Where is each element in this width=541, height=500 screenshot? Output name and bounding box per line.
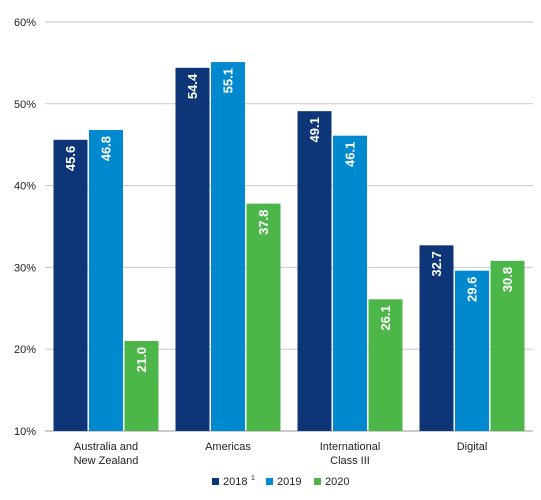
bar-value-label: 49.1 <box>307 117 322 142</box>
bar-value-label: 30.8 <box>500 267 515 292</box>
bar <box>89 129 123 431</box>
legend-superscript: 1 <box>251 475 255 482</box>
legend-swatch <box>266 478 273 485</box>
x-category-label: Digital <box>457 441 488 453</box>
bar <box>333 135 367 431</box>
bar <box>211 62 245 431</box>
legend-label: 2019 <box>277 476 301 488</box>
legend-swatch <box>314 478 321 485</box>
bars <box>53 62 525 432</box>
bar-value-label: 32.7 <box>429 251 444 276</box>
y-tick-label: 40% <box>14 181 36 193</box>
bar <box>297 111 332 432</box>
bar-value-label: 55.1 <box>221 68 236 93</box>
x-category-label: Americas <box>205 441 251 453</box>
legend-label: 2018 <box>223 476 247 488</box>
y-tick-label: 20% <box>14 344 36 356</box>
bar <box>53 139 88 432</box>
bar <box>490 260 525 431</box>
bar <box>124 341 159 431</box>
bar <box>368 299 403 431</box>
bar-value-label: 46.1 <box>343 142 358 167</box>
value-labels: 45.6 46.8 21.0 54.4 55.1 37.8 49.1 46.1 26.1 32.7… <box>63 68 515 372</box>
legend-label: 2020 <box>325 476 349 488</box>
y-tick-label: 50% <box>14 99 36 111</box>
y-tick-label: 10% <box>14 426 36 438</box>
x-category-label: New Zealand <box>74 455 139 467</box>
bar-value-label: 26.1 <box>378 305 393 330</box>
x-category-label: Class III <box>330 455 370 467</box>
bar <box>175 67 210 432</box>
bar <box>246 203 281 431</box>
y-tick-label: 60% <box>14 17 36 29</box>
x-axis-categories: Australia and New Zealand Americas Internat… <box>74 441 488 467</box>
bar-value-label: 46.8 <box>99 136 114 161</box>
y-tick-label: 30% <box>14 262 36 274</box>
bar-value-label: 37.8 <box>256 210 271 235</box>
bar <box>419 245 454 431</box>
bar-value-label: 45.6 <box>63 146 78 171</box>
legend: 2018 1 2019 2020 <box>212 475 349 488</box>
bar-value-label: 21.0 <box>134 347 149 372</box>
x-category-label: Australia and <box>74 441 138 453</box>
y-axis-ticks: 10% 20% 30% 40% 50% 60% <box>14 17 36 438</box>
bar-value-label: 29.6 <box>465 277 480 302</box>
x-category-label: International <box>320 441 381 453</box>
bar <box>455 270 489 431</box>
legend-swatch <box>212 478 219 485</box>
bar-value-label: 54.4 <box>185 73 200 99</box>
